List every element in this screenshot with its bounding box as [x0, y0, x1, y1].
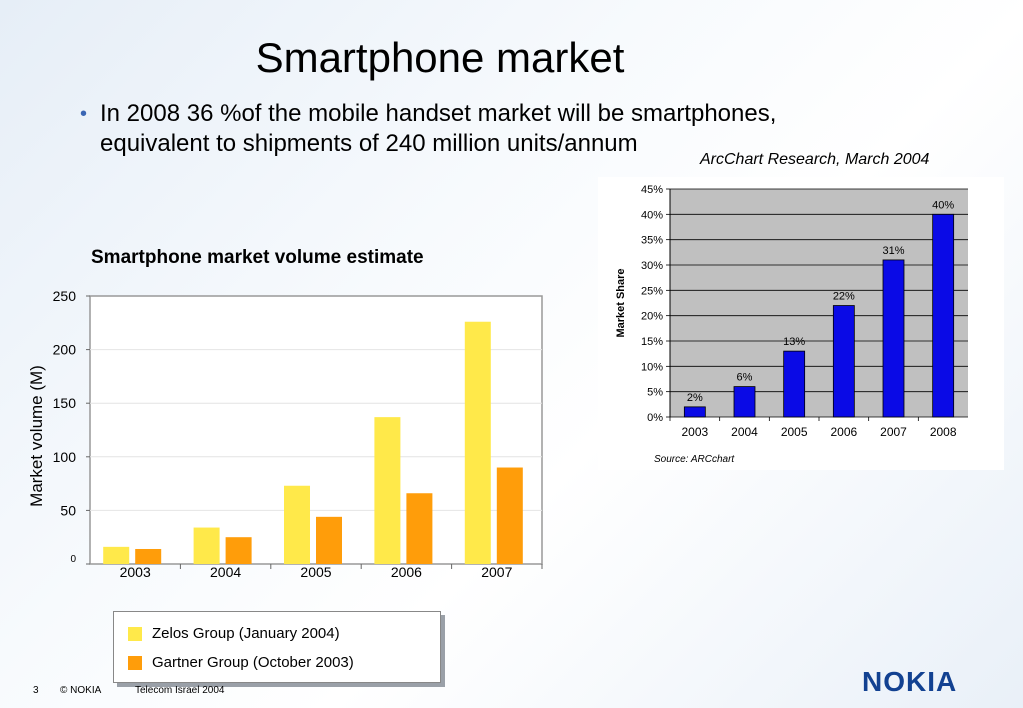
market-share-panel: 0% 5% 10% 15% 20% 25% 30% 35% 40% 45% 2% 2003 6% 2004…	[598, 177, 1004, 470]
share-y-tick-label: 5%	[647, 387, 663, 399]
share-data-label: 13%	[783, 336, 805, 348]
copyright: © NOKIA	[60, 685, 102, 696]
share-x-tick-label: 2008	[930, 425, 957, 439]
nokia-logo: NOKIA	[862, 666, 958, 697]
share-x-tick-label: 2007	[880, 425, 907, 439]
share-data-label: 6%	[737, 372, 753, 384]
source-note: ArcChart Research, March 2004	[700, 151, 930, 168]
share-y-tick-label: 20%	[641, 311, 663, 323]
y-tick-label: 250	[53, 288, 77, 304]
share-y-axis-label: Market Share	[615, 268, 627, 337]
share-x-tick-label: 2004	[731, 425, 758, 439]
share-y-tick-label: 40%	[641, 209, 663, 221]
bar-gartner-2005	[316, 516, 342, 564]
share-source-label: Source: ARCchart	[654, 454, 735, 465]
share-plot-area	[670, 189, 968, 417]
share-bar-2006	[832, 305, 855, 418]
bar-gartner-2006	[406, 493, 433, 564]
share-y-tick-label: 15%	[641, 336, 663, 348]
share-x-tick-label: 2006	[830, 425, 857, 439]
share-bar-2007	[882, 259, 905, 418]
legend-swatch-gartner	[128, 656, 142, 670]
share-bar-2003	[683, 406, 706, 418]
chart-legend: Zelos Group (January 2004) Gartner Group…	[113, 611, 441, 683]
bar-zelos-2005	[284, 485, 310, 564]
slide-title: Smartphone market	[255, 34, 625, 81]
share-x-tick-label: 2005	[781, 425, 808, 439]
legend-label-zelos: Zelos Group (January 2004)	[152, 625, 340, 642]
x-tick-label: 2003	[120, 564, 151, 580]
x-tick-label: 2006	[391, 564, 422, 580]
bullet-text: In 2008 36 %of the mobile handset market…	[100, 100, 777, 157]
bullet-icon: •	[80, 103, 88, 125]
bar-zelos-2003	[103, 546, 130, 564]
y-tick-label: 0	[70, 554, 76, 565]
x-tick-label: 2004	[210, 564, 241, 580]
x-tick-label: 2005	[300, 564, 331, 580]
share-y-tick-label: 10%	[641, 361, 663, 373]
page-number: 3	[33, 685, 39, 696]
y-tick-label: 50	[60, 502, 76, 518]
bar-gartner-2004	[225, 537, 252, 564]
bar-zelos-2007	[464, 321, 491, 564]
share-bar-2008	[932, 213, 955, 418]
volume-chart-title: Smartphone market volume estimate	[91, 247, 424, 268]
share-data-label: 2%	[687, 392, 703, 404]
bar-gartner-2003	[135, 548, 162, 564]
share-y-tick-label: 30%	[641, 260, 663, 272]
share-data-label: 22%	[833, 291, 855, 303]
bar-gartner-2007	[496, 467, 523, 564]
legend-label-gartner: Gartner Group (October 2003)	[152, 654, 354, 671]
share-y-tick-label: 0%	[647, 412, 663, 424]
y-axis-label: Market volume (M)	[27, 365, 46, 507]
share-data-label: 40%	[932, 199, 954, 211]
share-bar-2005	[783, 350, 806, 418]
legend-swatch-zelos	[128, 627, 142, 641]
bar-zelos-2004	[193, 527, 220, 564]
y-tick-label: 100	[53, 449, 77, 465]
share-y-tick-label: 25%	[641, 285, 663, 297]
share-data-label: 31%	[882, 245, 904, 257]
share-y-tick-label: 45%	[641, 184, 663, 196]
x-tick-label: 2007	[481, 564, 512, 580]
share-bar-2004	[733, 386, 756, 418]
event-name: Telecom Israel 2004	[135, 685, 225, 696]
share-x-tick-label: 2003	[681, 425, 708, 439]
bar-zelos-2006	[374, 417, 401, 564]
y-tick-label: 200	[53, 342, 77, 358]
market-share-chart: 0% 5% 10% 15% 20% 25% 30% 35% 40% 45% 2% 2003 6% 2004…	[615, 184, 968, 465]
y-tick-label: 150	[53, 395, 77, 411]
share-y-tick-label: 35%	[641, 235, 663, 247]
